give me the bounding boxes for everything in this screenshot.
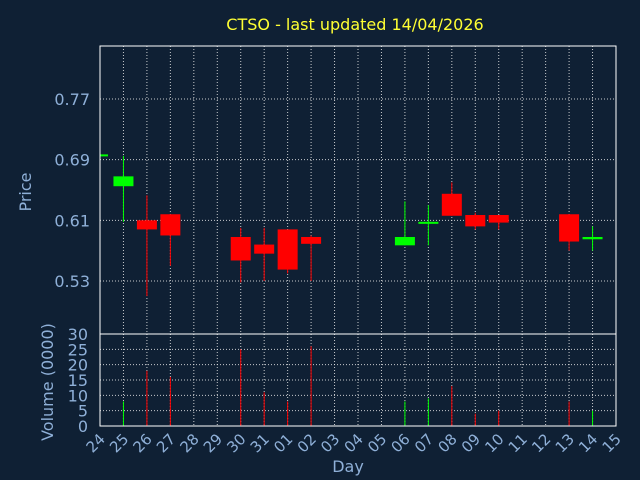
volume-tick-label: 15	[68, 371, 88, 390]
candle-body	[465, 215, 486, 227]
candle-body	[136, 220, 157, 230]
candle-body	[418, 221, 439, 224]
candle-body	[441, 193, 462, 216]
volume-tick-label: 5	[78, 402, 88, 421]
price-tick-label: 0.69	[54, 151, 90, 170]
candle-body	[582, 236, 603, 240]
volume-tick-label: 30	[68, 325, 88, 344]
volume-tick-label: 25	[68, 340, 88, 359]
candle-body	[301, 236, 322, 244]
price-tick-label: 0.53	[54, 272, 90, 291]
candle-body	[160, 214, 181, 236]
chart-title: CTSO - last updated 14/04/2026	[226, 15, 483, 34]
candle-body	[254, 244, 275, 254]
x-axis-label: Day	[332, 457, 364, 476]
candle-body	[394, 236, 415, 246]
price-tick-label: 0.77	[54, 90, 90, 109]
candle-body	[277, 229, 298, 270]
candle-body	[100, 154, 108, 157]
candle-body	[559, 214, 580, 242]
price-tick-label: 0.61	[54, 211, 90, 230]
candle-body	[230, 236, 251, 261]
volume-tick-label: 10	[68, 386, 88, 405]
volume-frame	[99, 333, 617, 427]
price-axis-label: Price	[16, 172, 35, 211]
volume-axis-label: Volume (0000)	[38, 323, 57, 441]
candle-body	[113, 176, 134, 187]
candle-body	[488, 215, 509, 223]
volume-tick-label: 20	[68, 356, 88, 375]
volume-tick-label: 0	[78, 417, 88, 436]
